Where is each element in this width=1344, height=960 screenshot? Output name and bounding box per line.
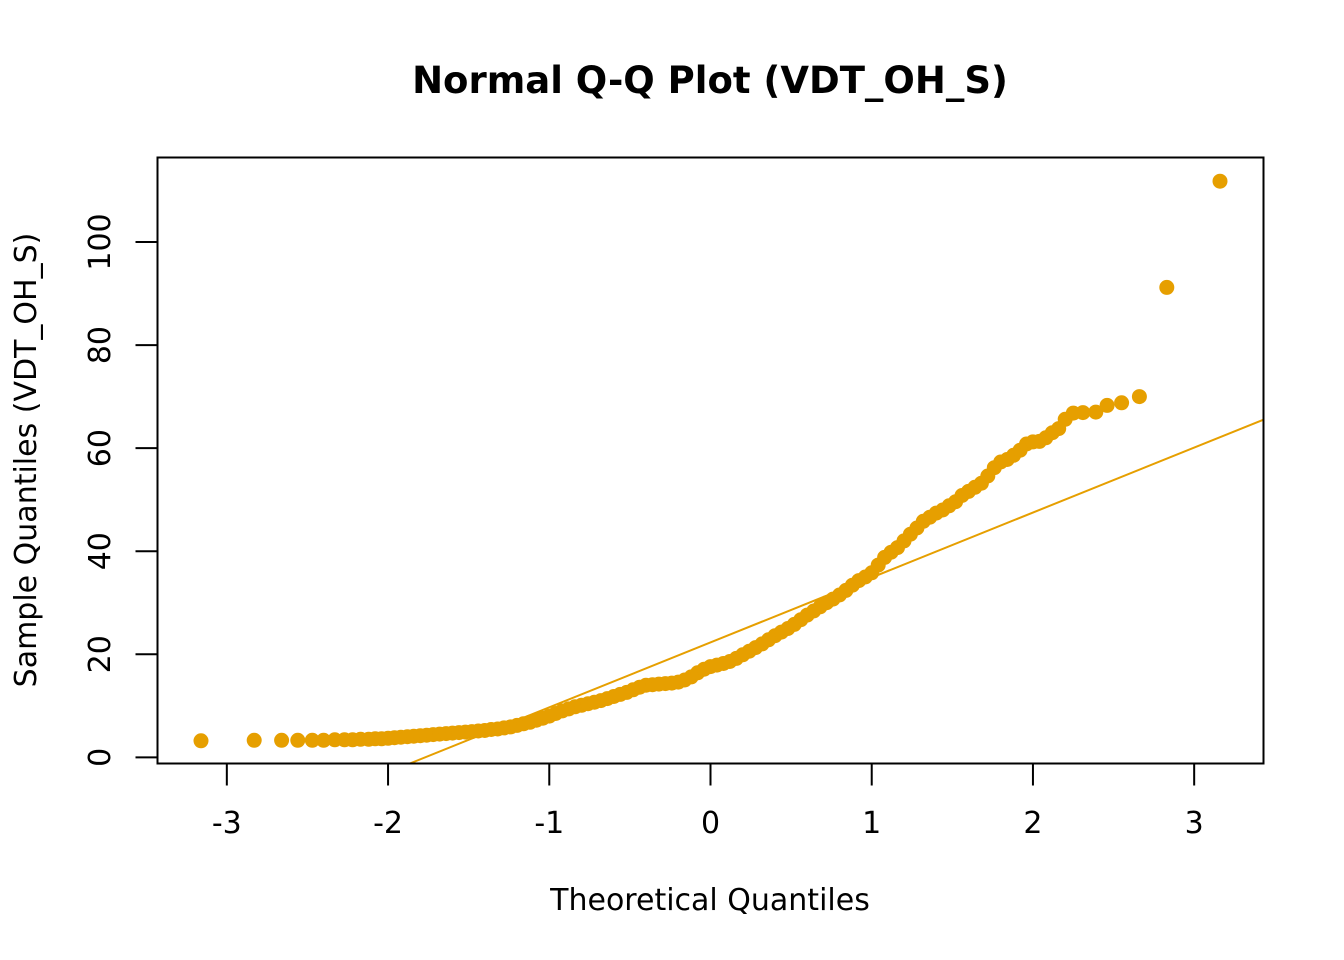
- x-tick-label: 2: [1023, 806, 1042, 841]
- reference-line: [409, 418, 1264, 765]
- data-point: [1075, 405, 1091, 421]
- x-tick-label: -2: [373, 806, 403, 841]
- data-point: [274, 732, 290, 748]
- x-tick-label: 0: [701, 806, 720, 841]
- data-point: [316, 732, 332, 748]
- data-point: [1159, 279, 1175, 295]
- y-tick-label: 40: [83, 532, 118, 570]
- y-axis: 0 20 40 60 80 100: [83, 213, 159, 767]
- data-points: [193, 173, 1228, 749]
- reference-line-group: [409, 418, 1264, 765]
- data-point: [1131, 389, 1147, 405]
- x-tick-label: -3: [212, 806, 242, 841]
- data-point: [1088, 404, 1104, 420]
- y-tick-label: 100: [83, 213, 118, 270]
- data-point: [193, 733, 209, 749]
- data-point: [1212, 173, 1228, 189]
- y-axis-label: Sample Quantiles (VDT_OH_S): [9, 233, 44, 688]
- data-point: [246, 732, 262, 748]
- chart-title: Normal Q-Q Plot (VDT_OH_S): [412, 59, 1008, 102]
- data-point: [1099, 397, 1115, 413]
- y-tick-label: 20: [83, 635, 118, 673]
- x-axis-label: Theoretical Quantiles: [549, 883, 870, 918]
- data-point: [290, 732, 306, 748]
- y-tick-label: 0: [83, 748, 118, 767]
- x-tick-label: 1: [862, 806, 881, 841]
- x-axis: -3 -2 -1 0 1 2 3: [212, 762, 1204, 841]
- data-point: [1114, 395, 1130, 411]
- data-point: [304, 732, 320, 748]
- y-tick-label: 60: [83, 429, 118, 467]
- x-tick-label: 3: [1185, 806, 1204, 841]
- x-tick-label: -1: [534, 806, 564, 841]
- y-tick-label: 80: [83, 326, 118, 364]
